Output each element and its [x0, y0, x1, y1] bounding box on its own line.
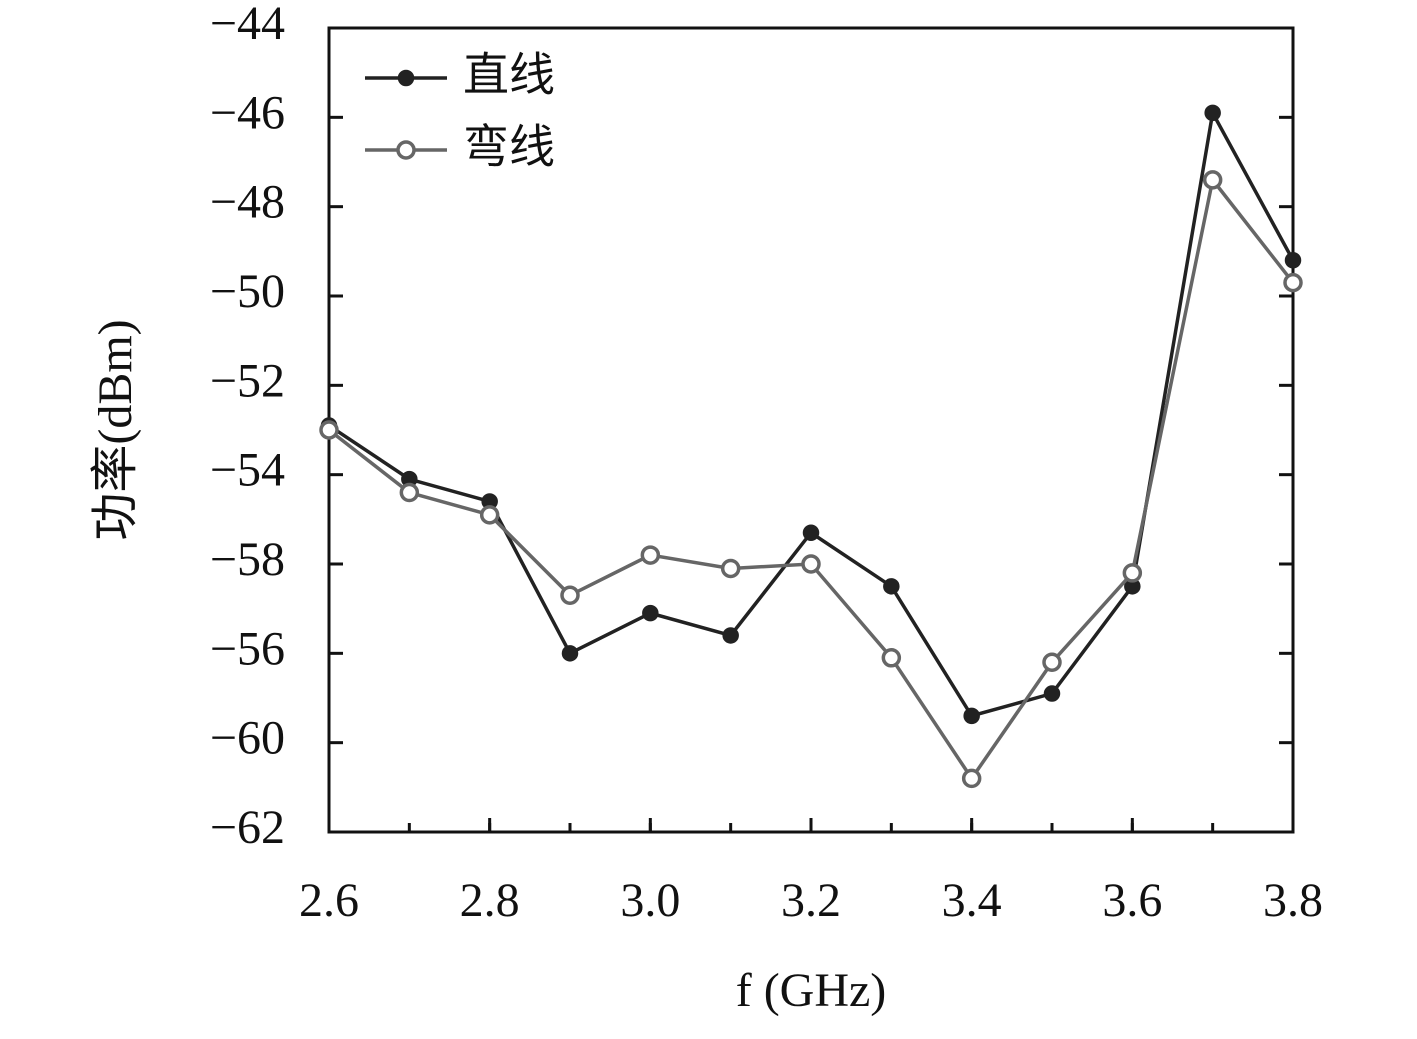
- point: [720, 558, 741, 579]
- x-tick-label: 3.8: [1263, 874, 1323, 927]
- y-tick-label: −54: [210, 444, 285, 497]
- point: [963, 707, 980, 725]
- x-axis-label: f (GHz): [736, 964, 887, 1017]
- y-tick-label: −60: [210, 712, 285, 765]
- point: [561, 645, 579, 662]
- point: [722, 627, 739, 644]
- y-tick-label: −58: [210, 533, 285, 586]
- series-line: [327, 175, 1295, 782]
- point: [479, 505, 500, 525]
- y-axis-label: 功率(dBm): [89, 319, 142, 540]
- point: [961, 768, 982, 789]
- y-tick-label: −46: [210, 86, 285, 139]
- point: [1043, 685, 1061, 702]
- point: [319, 420, 339, 440]
- y-tick-label: −48: [210, 176, 285, 229]
- x-tick-label: 3.0: [620, 874, 680, 927]
- point: [1122, 563, 1143, 583]
- x-tick-label: 3.4: [942, 874, 1002, 927]
- point: [881, 648, 902, 668]
- y-tick-label: −50: [210, 265, 285, 318]
- legend-label: 直线: [463, 48, 555, 102]
- point: [1204, 104, 1221, 122]
- legend-label: 弯线: [463, 120, 555, 174]
- series-line: [328, 107, 1295, 718]
- point: [399, 482, 420, 503]
- point: [560, 585, 580, 606]
- y-tick-label: −62: [210, 801, 285, 854]
- legend-marker: [397, 69, 415, 87]
- x-tick-label: 3.2: [781, 874, 841, 927]
- y-tick-label: −56: [210, 622, 285, 675]
- y-tick-label: −44: [210, 0, 285, 50]
- y-tick-label: −52: [210, 354, 285, 407]
- point: [642, 604, 659, 622]
- point: [640, 545, 661, 565]
- point: [1202, 170, 1223, 190]
- x-tick-label: 2.6: [299, 874, 359, 927]
- point: [801, 554, 821, 574]
- point: [1042, 652, 1062, 673]
- x-tick-label: 3.6: [1102, 874, 1162, 927]
- legend-marker: [396, 140, 416, 160]
- point: [802, 524, 820, 541]
- point: [883, 578, 900, 595]
- x-tick-label: 2.8: [460, 874, 520, 927]
- point: [1283, 272, 1303, 293]
- point: [1284, 252, 1302, 269]
